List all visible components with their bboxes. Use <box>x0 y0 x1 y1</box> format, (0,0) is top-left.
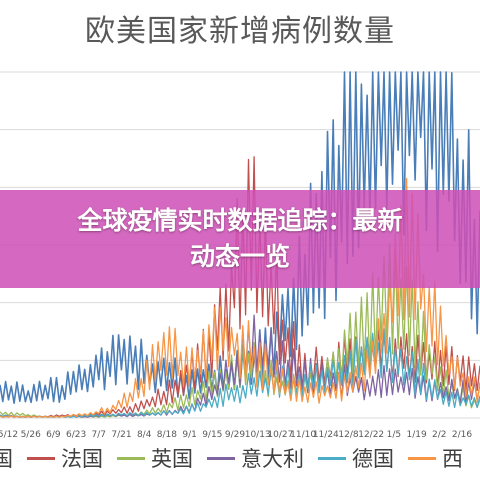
x-tick-label: 2/2 <box>432 430 446 440</box>
x-tick-label: 10/13 <box>245 430 271 440</box>
legend-label: 英国 <box>151 447 193 471</box>
x-tick-label: 7/7 <box>92 430 106 440</box>
x-tick-label: 12/22 <box>358 430 384 440</box>
series-line <box>0 328 480 418</box>
x-tick-label: 8/18 <box>157 430 177 440</box>
x-tick-label: 5/12 <box>0 430 18 440</box>
series-lines <box>0 71 480 418</box>
legend-item: 意大利 <box>207 443 304 473</box>
chart-legend: 国 法国 英国 意大利 德国 西 <box>0 440 480 476</box>
x-tick-label: 7/21 <box>111 430 131 440</box>
legend-item: 西 <box>408 443 463 473</box>
legend-swatch <box>207 456 235 460</box>
legend-swatch <box>117 456 145 460</box>
x-tick-label: 9/1 <box>182 430 196 440</box>
legend-label: 西 <box>442 447 463 471</box>
x-tick-label: 2/16 <box>452 430 472 440</box>
legend-swatch <box>318 456 346 460</box>
legend-item: 法国 <box>27 443 103 473</box>
chart-title: 欧美国家新增病例数量 <box>85 14 395 49</box>
legend-item: 英国 <box>117 443 193 473</box>
headline-banner: 全球疫情实时数据追踪：最新 动态一览 <box>0 190 480 288</box>
x-tick-label: 6/23 <box>66 430 86 440</box>
legend-label: 德国 <box>352 447 394 471</box>
legend-swatch <box>408 456 436 460</box>
x-axis-tick-labels: 5/12 5/26 6/9 6/23 7/7 7/21 8/4 8/18 9/1 9/15 9/29… <box>0 430 472 440</box>
banner-line-2: 动态一览 <box>189 242 290 271</box>
legend-label: 意大利 <box>241 447 304 471</box>
legend-item: 德国 <box>318 443 394 473</box>
x-tick-label: 9/15 <box>202 430 222 440</box>
x-tick-label: 11/10 <box>290 430 316 440</box>
banner-line-1: 全球疫情实时数据追踪：最新 <box>77 206 403 235</box>
x-tick-label: 1/5 <box>387 430 401 440</box>
legend-swatch <box>27 456 55 460</box>
line-chart: 5/12 5/26 6/9 6/23 7/7 7/21 8/4 8/18 9/1 9/15 9/29… <box>0 71 480 440</box>
x-tick-label: 5/26 <box>21 430 41 440</box>
x-tick-label: 6/9 <box>46 430 61 440</box>
x-tick-label: 9/29 <box>225 430 245 440</box>
x-tick-label: 10/27 <box>267 430 293 440</box>
legend-label: 法国 <box>61 447 103 471</box>
legend-label: 国 <box>0 447 13 471</box>
x-tick-label: 11/24 <box>313 430 339 440</box>
x-tick-label: 8/4 <box>137 430 152 440</box>
x-tick-label: 12/8 <box>338 430 358 440</box>
x-tick-label: 1/19 <box>406 430 426 440</box>
legend-item: 国 <box>0 443 13 473</box>
